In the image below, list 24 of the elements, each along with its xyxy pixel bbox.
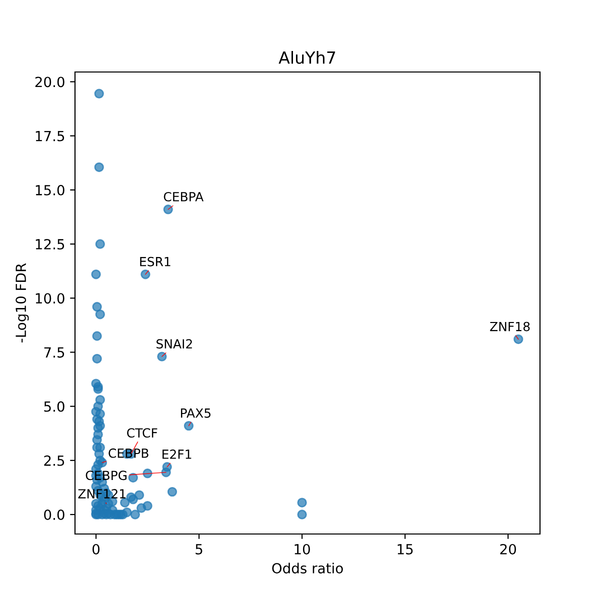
y-tick-label: 0.0	[44, 509, 64, 520]
annotation: PAX5	[180, 408, 210, 418]
x-tick-label: 0	[92, 544, 100, 554]
y-tick-label: 20.0	[35, 76, 64, 88]
annotation: ESR1	[140, 256, 170, 266]
x-tick-label: 20	[500, 544, 516, 554]
annotation: SNAI2	[156, 339, 192, 349]
x-axis-title: Odds ratio	[272, 562, 343, 574]
x-tick-label: 15	[398, 544, 413, 554]
y-tick-label: 5.0	[44, 401, 64, 412]
y-tick-label: 17.5	[36, 130, 64, 142]
annotation: CEBPA	[164, 192, 204, 202]
x-tick-label: 5	[196, 544, 202, 554]
y-axis-title: -Log10 FDR	[16, 263, 29, 342]
y-tick-label: 7.5	[44, 347, 64, 358]
annotation: ZNF18	[490, 322, 530, 332]
chart-title: AluYh7	[278, 51, 336, 64]
y-tick-label: 10.0	[36, 293, 64, 304]
y-tick-label: 15.0	[36, 184, 64, 196]
annotation: CTCF	[127, 428, 158, 438]
annotation: E2F1	[162, 449, 192, 459]
y-tick-label: 12.5	[36, 239, 64, 250]
y-tick-label: 2.5	[44, 455, 64, 466]
x-tick-label: 10	[294, 544, 310, 554]
